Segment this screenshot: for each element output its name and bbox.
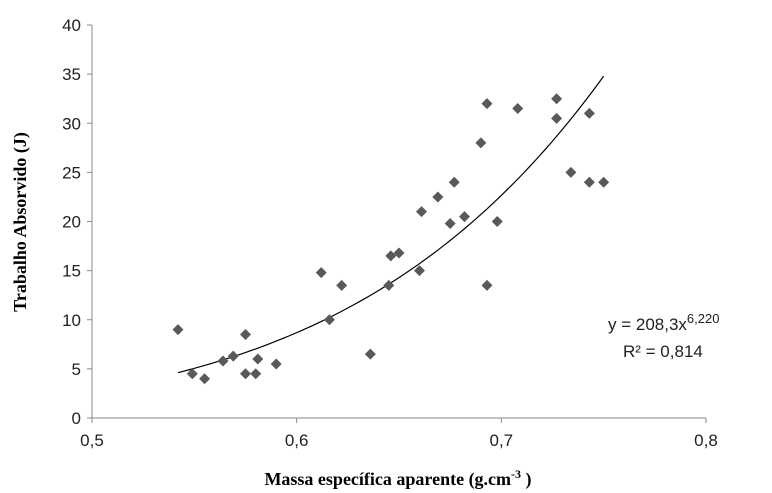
data-point [551, 112, 563, 124]
r-squared-label: R² = 0,814 [623, 342, 703, 361]
data-point [598, 176, 610, 188]
data-point [323, 314, 335, 326]
trendline-equation: y = 208,3x6,220 [608, 311, 719, 334]
y-axis: 0 5 10 15 20 25 30 35 40 [62, 16, 93, 428]
data-point [252, 353, 264, 365]
data-point [199, 373, 211, 385]
data-point [270, 358, 282, 370]
data-point [336, 279, 348, 291]
data-point [240, 328, 251, 340]
equation-base: y = 208,3x [608, 315, 687, 334]
data-point [250, 368, 262, 380]
y-tick-label: 20 [62, 213, 81, 232]
data-point [458, 211, 470, 223]
trendline [177, 75, 605, 374]
y-tick-label: 40 [62, 16, 81, 35]
data-point [583, 107, 595, 119]
x-axis: 0,5 0,6 0,7 0,8 [80, 417, 718, 450]
data-points [172, 93, 610, 385]
x-tick-label: 0,7 [490, 431, 514, 450]
y-tick-label: 35 [62, 65, 81, 84]
data-point [491, 216, 503, 227]
data-point [172, 324, 184, 336]
data-point [315, 267, 327, 279]
data-point [383, 279, 395, 291]
data-point [444, 217, 456, 229]
data-point [416, 206, 428, 218]
data-point [481, 279, 493, 291]
data-point [448, 176, 460, 188]
y-tick-label: 15 [62, 262, 81, 281]
data-point [551, 93, 563, 105]
data-point [217, 355, 229, 367]
x-tick-label: 0,5 [80, 431, 104, 450]
y-tick-label: 25 [62, 163, 81, 182]
data-point [385, 250, 397, 262]
x-axis-title: Massa específica aparente (g.cm-3 ) [264, 467, 531, 490]
y-tick-label: 5 [72, 360, 81, 379]
x-tick-label: 0,8 [694, 431, 718, 450]
data-point [475, 137, 487, 149]
data-point [512, 103, 524, 115]
data-point [227, 350, 239, 362]
data-point [565, 166, 577, 178]
y-tick-label: 30 [62, 114, 81, 133]
data-point [393, 247, 405, 259]
x-axis-title-close: ) [521, 469, 532, 490]
x-axis-title-superscript: -3 [511, 467, 521, 481]
data-point [240, 368, 251, 380]
data-point [432, 191, 444, 203]
equation-exponent: 6,220 [687, 311, 720, 326]
data-point [364, 348, 376, 360]
data-point [413, 265, 425, 277]
data-point [583, 176, 595, 188]
y-tick-label: 10 [62, 311, 81, 330]
x-tick-label: 0,6 [285, 431, 309, 450]
x-axis-title-main: Massa específica aparente (g.cm [264, 469, 511, 490]
y-tick-label: 0 [72, 409, 81, 428]
data-point [186, 368, 198, 380]
data-point [481, 98, 493, 110]
y-axis-title: Trabalho Absorvido (J) [10, 132, 31, 312]
